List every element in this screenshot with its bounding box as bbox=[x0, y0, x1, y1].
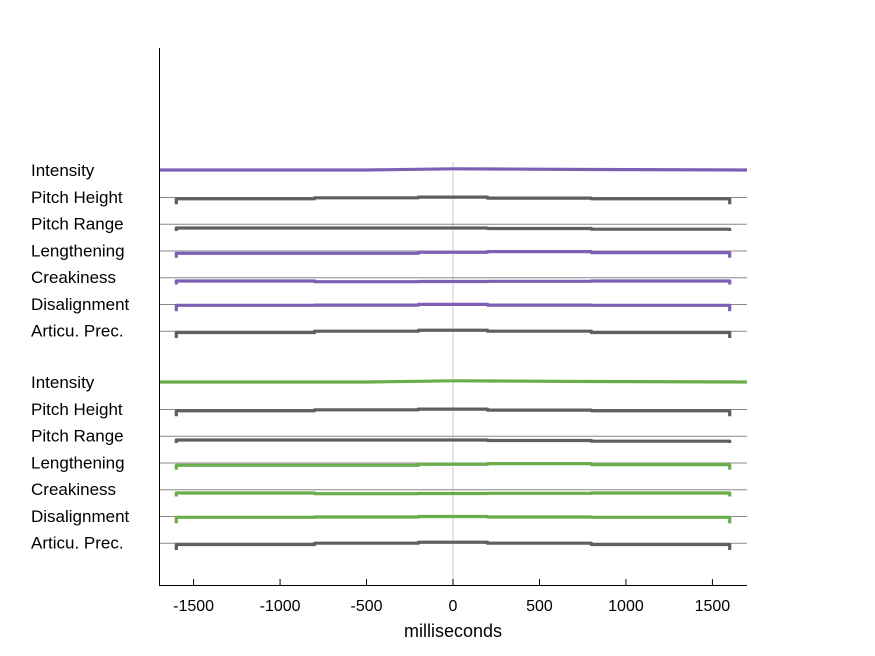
feature-trace bbox=[174, 491, 732, 497]
feature-trace bbox=[174, 407, 732, 417]
feature-trace bbox=[174, 514, 732, 524]
row-labels-layer: Intensity Pitch Height Pitch Range Lengthen… bbox=[31, 161, 130, 553]
row-label: Creakiness bbox=[31, 268, 116, 287]
row-label: Articu. Prec. bbox=[31, 322, 124, 341]
x-tick-label: 1500 bbox=[695, 598, 731, 615]
feature-trace bbox=[174, 195, 732, 205]
row-label: Lengthening bbox=[31, 453, 125, 472]
row-label: Lengthening bbox=[31, 241, 125, 260]
feature-trace bbox=[159, 167, 748, 172]
x-ticks-layer: -1500 -1000 -500 0 500 1000 1500 bbox=[173, 579, 730, 615]
feature-trace bbox=[174, 279, 732, 285]
row-label: Pitch Height bbox=[31, 400, 123, 419]
row-label: Intensity bbox=[31, 373, 95, 392]
row-label: Pitch Range bbox=[31, 427, 124, 446]
row-label: Pitch Range bbox=[31, 215, 124, 234]
x-tick-label: 0 bbox=[449, 598, 458, 615]
feature-trace bbox=[174, 250, 732, 258]
feature-trace bbox=[174, 540, 732, 550]
row-label: Creakiness bbox=[31, 480, 116, 499]
feature-trace bbox=[174, 462, 732, 470]
x-axis-title: milliseconds bbox=[404, 621, 502, 641]
feature-trace bbox=[174, 328, 732, 338]
feature-trace bbox=[174, 226, 732, 231]
row-label: Disalignment bbox=[31, 507, 130, 526]
x-tick-label: 500 bbox=[526, 598, 553, 615]
feature-trace bbox=[174, 302, 732, 312]
feature-traces-layer bbox=[159, 167, 748, 550]
row-label: Disalignment bbox=[31, 295, 130, 314]
row-label: Pitch Height bbox=[31, 188, 123, 207]
x-tick-label: 1000 bbox=[608, 598, 644, 615]
row-label: Intensity bbox=[31, 161, 95, 180]
feature-trace bbox=[159, 379, 748, 384]
row-label: Articu. Prec. bbox=[31, 534, 124, 553]
x-tick-label: -500 bbox=[351, 598, 383, 615]
feature-trace bbox=[174, 438, 732, 443]
axes-layer bbox=[159, 48, 747, 586]
x-tick-label: -1500 bbox=[173, 598, 214, 615]
x-tick-label: -1000 bbox=[260, 598, 301, 615]
